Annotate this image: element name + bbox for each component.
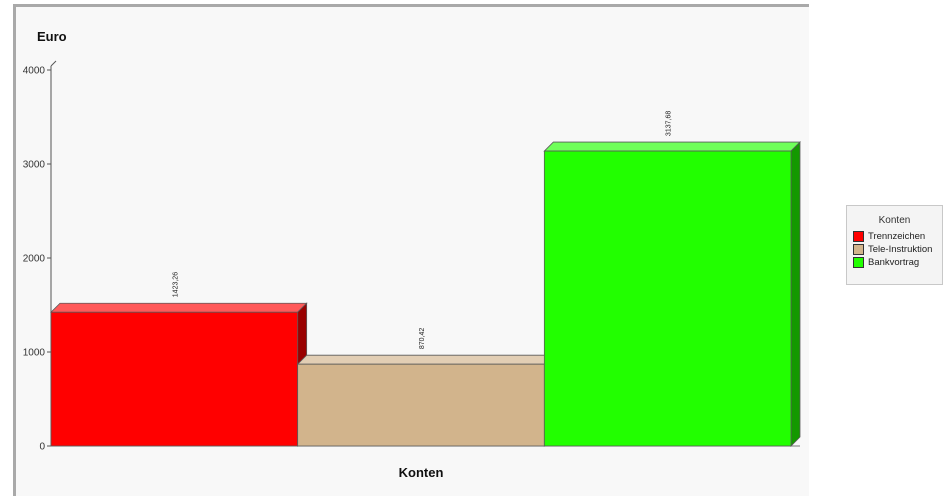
legend-item: Trennzeichen [847, 230, 942, 243]
legend-label: Trennzeichen [868, 231, 926, 242]
legend-swatch [853, 244, 864, 255]
y-tick-label: 4000 [23, 66, 46, 77]
legend-item: Bankvortrag [847, 256, 942, 269]
bar-2 [296, 354, 555, 447]
legend-swatch [853, 257, 864, 268]
bar-front-face [50, 311, 299, 447]
y-tick-label: 0 [39, 442, 45, 453]
y-axis-depth-edge [50, 60, 57, 67]
x-axis-title: Konten [399, 465, 444, 480]
data-label: 3137,68 [666, 111, 673, 136]
y-axis-title: Euro [37, 29, 67, 44]
y-tick-label: 1000 [23, 348, 46, 359]
bar-3 [543, 141, 801, 447]
data-label: 870,42 [419, 328, 426, 350]
legend-title: Konten [878, 215, 911, 226]
bar-top-face [50, 302, 308, 313]
legend-swatch [853, 231, 864, 242]
bar-side-face [790, 141, 801, 447]
bar-front-face [297, 363, 545, 447]
y-tick-label: 3000 [23, 160, 46, 171]
bar-front-face [543, 150, 792, 447]
y-tick-label: 2000 [23, 254, 46, 265]
legend-label: Bankvortrag [868, 257, 920, 268]
data-label: 1423,26 [172, 272, 179, 297]
bar-top-face [296, 354, 555, 365]
bar-1 [50, 302, 308, 447]
legend: Konten Trennzeichen Tele-Instruktion Bankv… [846, 205, 943, 285]
legend-item: Tele-Instruktion [847, 243, 942, 256]
legend-label: Tele-Instruktion [868, 244, 933, 255]
bar-top-face [543, 141, 801, 152]
